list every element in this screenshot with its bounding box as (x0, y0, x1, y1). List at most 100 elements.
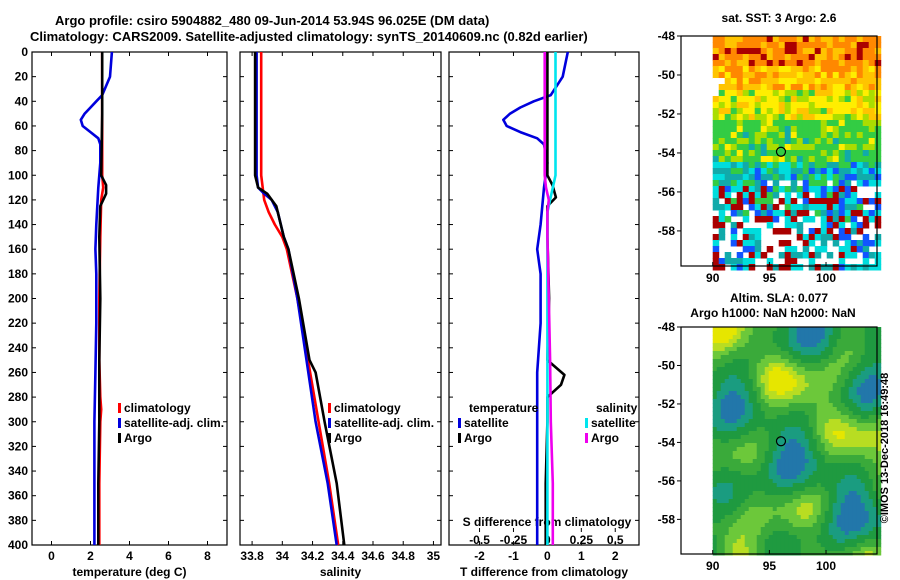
sla-cell (836, 423, 842, 428)
sla-cell (780, 451, 786, 456)
sla-cell (724, 531, 730, 536)
sla-cell (752, 439, 758, 444)
sla-cell (804, 447, 810, 452)
sst-cell (850, 126, 858, 133)
sla-cell (800, 411, 806, 416)
sst-cell (796, 96, 804, 103)
sla-cell (820, 435, 826, 440)
sla-cell (732, 515, 738, 520)
sst-cell (772, 210, 780, 217)
sla-cell (792, 335, 798, 340)
sst-cell (802, 120, 810, 127)
sla-cell (740, 471, 746, 476)
sla-cell (732, 387, 738, 392)
sla-cell (808, 355, 814, 360)
sst-cell (748, 114, 756, 121)
sla-cell (728, 423, 734, 428)
sla-cell (832, 511, 838, 516)
sla-cell (828, 363, 834, 368)
sla-cell (796, 475, 802, 480)
sla-cell (776, 427, 782, 432)
sst-cell (838, 222, 846, 229)
sla-cell (788, 351, 794, 356)
sla-cell (828, 551, 834, 556)
sla-cell (744, 503, 750, 508)
sla-cell (720, 431, 726, 436)
sla-cell (740, 527, 746, 532)
sla-cell (792, 431, 798, 436)
sla-cell (808, 543, 814, 548)
sla-cell (828, 427, 834, 432)
sla-cell (776, 523, 782, 528)
sla-cell (812, 507, 818, 512)
sst-cell (844, 186, 852, 193)
sla-cell (804, 427, 810, 432)
sla-cell (716, 363, 722, 368)
sst-cell (838, 162, 846, 169)
sst-cell (844, 192, 852, 199)
sla-cell (828, 539, 834, 544)
sla-cell (856, 527, 862, 532)
sla-cell (876, 343, 882, 348)
sla-cell (732, 327, 738, 332)
sla-cell (784, 355, 790, 360)
sst-cell (844, 138, 852, 145)
sla-cell (832, 403, 838, 408)
sla-cell (756, 495, 762, 500)
sla-cell (872, 479, 878, 484)
sla-cell (740, 531, 746, 536)
sla-cell (740, 475, 746, 480)
sst-cell (874, 198, 882, 205)
sla-cell (728, 359, 734, 364)
sla-cell (788, 343, 794, 348)
sst-cell (796, 42, 804, 49)
sla-cell (728, 487, 734, 492)
sla-cell (780, 499, 786, 504)
sla-cell (712, 499, 718, 504)
sst-cell (844, 234, 852, 241)
sla-cell (720, 331, 726, 336)
sla-cell (788, 335, 794, 340)
sla-cell (856, 419, 862, 424)
sla-cell (744, 519, 750, 524)
sla-cell (720, 479, 726, 484)
sst-cell (826, 120, 834, 127)
sla-cell (724, 539, 730, 544)
sla-cell (784, 507, 790, 512)
sla-cell (728, 363, 734, 368)
sla-cell (764, 427, 770, 432)
sla-cell (872, 459, 878, 464)
sla-cell (800, 407, 806, 412)
sla-cell (712, 359, 718, 364)
sst-cell (760, 120, 768, 127)
sla-cell (848, 363, 854, 368)
sst-cell (808, 156, 816, 163)
sla-cell (712, 383, 718, 388)
sst-cell (868, 78, 876, 85)
sla-cell (724, 491, 730, 496)
sst-cell (850, 144, 858, 151)
sla-cell (824, 371, 830, 376)
sla-cell (720, 359, 726, 364)
sst-cell (730, 42, 738, 49)
sst-cell (832, 240, 840, 247)
sst-cell (856, 42, 864, 49)
sst-cell (730, 228, 738, 235)
sla-cell (868, 423, 874, 428)
sla-cell (808, 511, 814, 516)
sla-cell (740, 411, 746, 416)
sst-cell (742, 54, 750, 61)
sla-cell (732, 347, 738, 352)
sst-cell (808, 186, 816, 193)
sst-cell (820, 216, 828, 223)
sst-cell (796, 78, 804, 85)
sla-cell (768, 471, 774, 476)
sla-cell (724, 335, 730, 340)
sst-cell (724, 108, 732, 115)
sla-cell (764, 347, 770, 352)
sst-cell (802, 84, 810, 91)
sla-cell (728, 379, 734, 384)
sla-cell (876, 483, 882, 488)
sla-cell (840, 511, 846, 516)
sla-cell (820, 523, 826, 528)
